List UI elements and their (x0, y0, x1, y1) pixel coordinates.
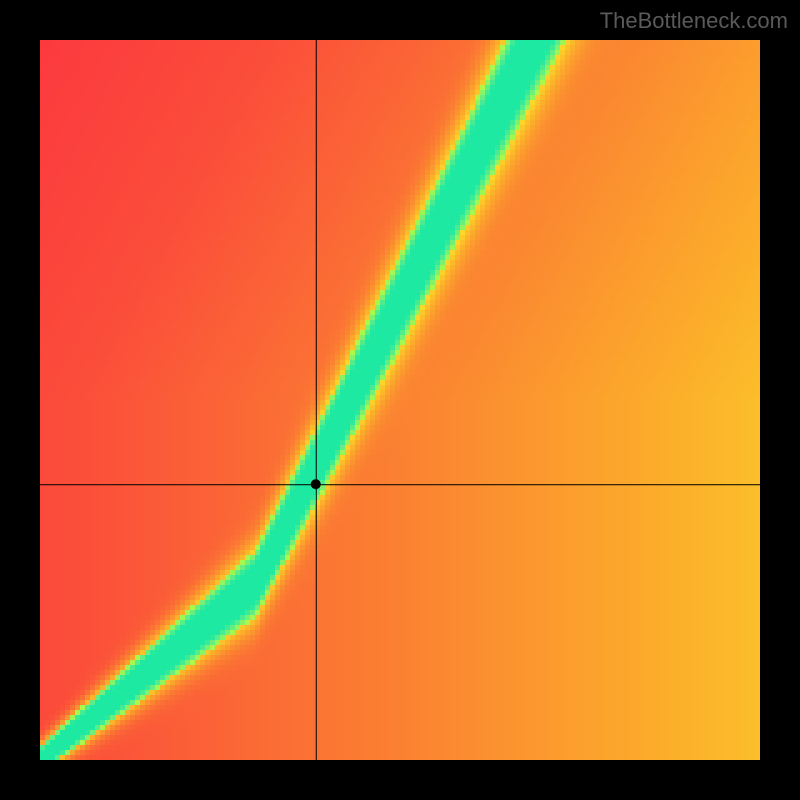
plot-area (40, 40, 760, 760)
chart-container: TheBottleneck.com (0, 0, 800, 800)
watermark-text: TheBottleneck.com (600, 8, 788, 34)
heatmap-canvas (40, 40, 760, 760)
